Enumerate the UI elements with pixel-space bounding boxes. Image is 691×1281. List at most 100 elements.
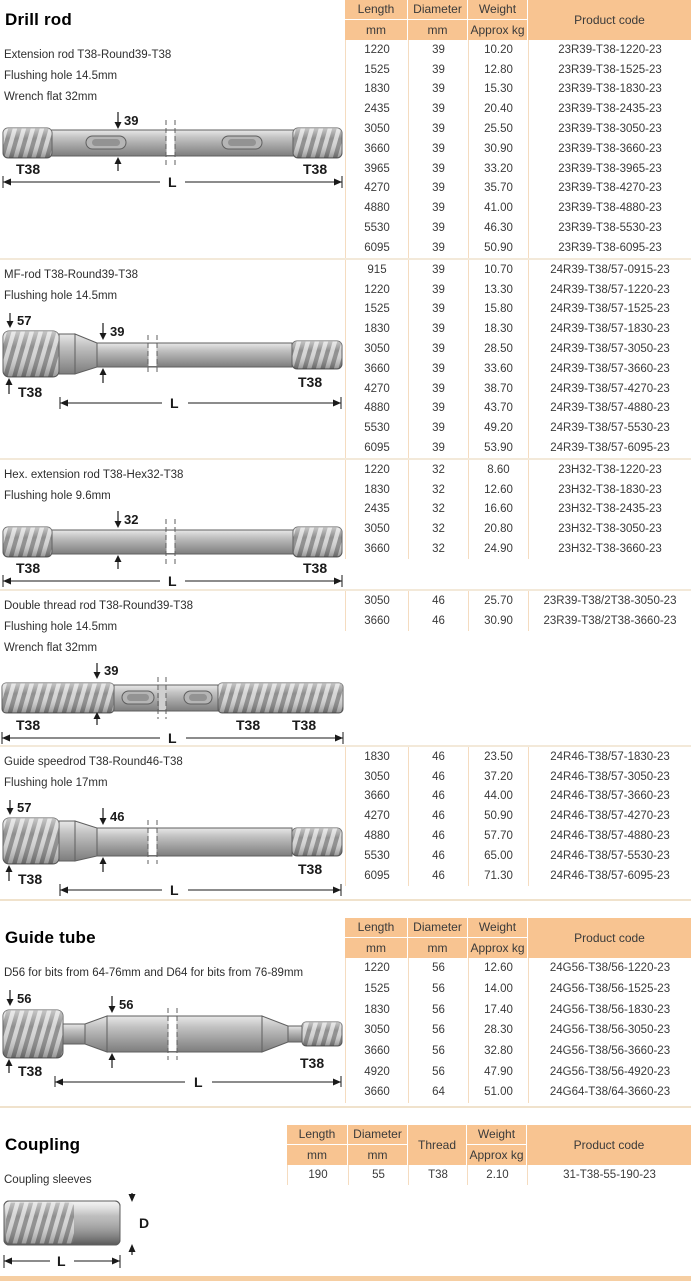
hex-rod-rows: 1220 32 8.60 23H32-T38-1220-23 1830 32 1… <box>345 459 691 589</box>
cell-product-code: 23R39-T38-4270-23 <box>528 178 691 199</box>
section-title: Coupling <box>5 1134 81 1154</box>
column-header-diameter: Diameter mm <box>348 1124 407 1165</box>
mf-rod-info: MF-rod T38-Round39-T38 Flushing hole 14.… <box>0 260 345 458</box>
column-label: Length <box>287 1124 347 1144</box>
cell-product-code: 23R39-T38-3965-23 <box>528 158 691 179</box>
product-description: MF-rod T38-Round39-T38 <box>4 269 139 281</box>
length-dim-label: L <box>168 573 177 589</box>
cell-diameter: 56 <box>408 957 468 979</box>
cell-product-code: 24R39-T38/57-1525-23 <box>528 299 691 320</box>
cell-diameter: 46 <box>408 865 468 886</box>
table-row: 3660 32 24.90 23H32-T38-3660-23 <box>345 539 691 559</box>
column-header-length: Length mm <box>287 1124 347 1165</box>
diameter-dim-label: 46 <box>110 809 124 824</box>
cell-length: 1830 <box>345 999 408 1021</box>
section-divider <box>0 898 691 901</box>
diameter-dim-left: 57 <box>17 800 31 815</box>
cell-diameter: 46 <box>408 826 468 846</box>
double-thread-rod-group: Double thread rod T38-Round39-T38 Flushi… <box>0 588 691 745</box>
cell-weight: 50.90 <box>468 237 528 258</box>
cell-weight: 57.70 <box>468 826 528 846</box>
cell-length: 3660 <box>345 358 408 379</box>
cell-product-code: 24G64-T38/64-3660-23 <box>528 1082 691 1103</box>
cell-weight: 41.00 <box>468 198 528 219</box>
cell-product-code: 24G56-T38/56-4920-23 <box>528 1061 691 1083</box>
column-label: Diameter <box>408 0 467 19</box>
cell-weight: 17.40 <box>468 999 528 1021</box>
guide-speedrod-info: Guide speedrod T38-Round46-T38 Flushing … <box>0 747 345 899</box>
cell-product-code: 23R39-T38-2435-23 <box>528 99 691 120</box>
column-header-weight: Weight Approx kg <box>468 917 527 958</box>
product-description: Coupling sleeves <box>4 1173 92 1186</box>
table-row: 190 55 T38 2.10 31-T38-55-190-23 <box>287 1164 691 1185</box>
cell-product-code: 24R46-T38/57-4880-23 <box>528 826 691 846</box>
cell-product-code: 24G56-T38/56-1220-23 <box>528 957 691 979</box>
cell-weight: 28.50 <box>468 339 528 359</box>
cell-diameter: 39 <box>408 319 468 340</box>
length-dim-label: L <box>168 730 177 745</box>
cell-diameter: 46 <box>408 590 468 611</box>
cell-diameter: 32 <box>408 499 468 520</box>
table-row: 1525 39 12.80 23R39-T38-1525-23 <box>345 59 691 80</box>
cell-product-code: 23H32-T38-1830-23 <box>528 479 691 500</box>
cell-product-code: 23R39-T38/2T38-3050-23 <box>528 590 691 611</box>
coupling-group: Coupling sleeves D L <box>0 1164 691 1273</box>
cell-diameter: 46 <box>408 746 468 767</box>
cell-product-code: 24R46-T38/57-3660-23 <box>528 786 691 807</box>
cell-diameter: 39 <box>408 418 468 439</box>
cell-length: 6095 <box>345 237 408 258</box>
diameter-dim-label: 56 <box>119 997 133 1012</box>
cell-diameter: 39 <box>408 378 468 399</box>
cell-thread: T38 <box>408 1164 467 1185</box>
table-row: 3050 39 28.50 24R39-T38/57-3050-23 <box>345 339 691 359</box>
column-label: Product code <box>527 1124 691 1165</box>
cell-product-code: 24G56-T38/56-1525-23 <box>528 978 691 1000</box>
page-bottom-band <box>0 1275 691 1281</box>
table-row: 3660 39 30.90 23R39-T38-3660-23 <box>345 138 691 159</box>
double-thread-rows: 3050 46 25.70 23R39-T38/2T38-3050-23 366… <box>345 590 691 745</box>
diameter-dim-label: D <box>139 1215 149 1231</box>
cell-diameter: 39 <box>408 198 468 219</box>
cell-weight: 71.30 <box>468 865 528 886</box>
cell-length: 3050 <box>345 1020 408 1041</box>
cell-weight: 49.20 <box>468 418 528 439</box>
mf-rod-rows: 915 39 10.70 24R39-T38/57-0915-23 1220 3… <box>345 260 691 458</box>
thread-label-right: T38 <box>298 374 322 390</box>
table-row: 1220 32 8.60 23H32-T38-1220-23 <box>345 459 691 480</box>
cell-diameter: 39 <box>408 260 468 280</box>
cell-weight: 46.30 <box>468 218 528 238</box>
thread-label-left: T38 <box>18 1063 42 1079</box>
thread-label-right: T38 <box>298 861 322 877</box>
cell-product-code: 23H32-T38-2435-23 <box>528 499 691 520</box>
table-row: 2435 39 20.40 23R39-T38-2435-23 <box>345 99 691 120</box>
cell-diameter: 39 <box>408 218 468 238</box>
thread-label-left: T38 <box>16 717 40 733</box>
coupling-rows: 190 55 T38 2.10 31-T38-55-190-23 <box>287 1164 691 1273</box>
column-header-product-code: Product code <box>527 1124 691 1165</box>
cell-product-code: 24G56-T38/56-3660-23 <box>528 1040 691 1062</box>
cell-diameter: 32 <box>408 459 468 480</box>
table-row: 3660 46 44.00 24R46-T38/57-3660-23 <box>345 786 691 807</box>
cell-product-code: 23R39-T38-1830-23 <box>528 79 691 100</box>
cell-product-code: 24G56-T38/56-3050-23 <box>528 1020 691 1041</box>
section-title: Guide tube <box>5 927 96 947</box>
cell-diameter: 46 <box>408 766 468 787</box>
cell-diameter: 39 <box>408 59 468 80</box>
table-row: 1830 32 12.60 23H32-T38-1830-23 <box>345 479 691 500</box>
cell-length: 1830 <box>345 479 408 500</box>
cell-length: 3050 <box>345 590 408 611</box>
table-row: 1830 46 23.50 24R46-T38/57-1830-23 <box>345 746 691 767</box>
cell-product-code: 23R39-T38-1220-23 <box>528 40 691 60</box>
table-row: 1830 39 18.30 24R39-T38/57-1830-23 <box>345 319 691 340</box>
cell-length: 3660 <box>345 1082 408 1103</box>
cell-diameter: 39 <box>408 237 468 258</box>
extension-rod-group: Extension rod T38-Round39-T38 Flushing h… <box>0 40 691 258</box>
guide-speedrod-group: Guide speedrod T38-Round46-T38 Flushing … <box>0 744 691 899</box>
length-dim-label: L <box>57 1253 66 1269</box>
cell-diameter: 56 <box>408 1061 468 1083</box>
guide-tube-table-header: Guide tube Length mm Diameter mm Weight … <box>0 917 691 958</box>
table-row: 3050 32 20.80 23H32-T38-3050-23 <box>345 519 691 540</box>
column-header-product-code: Product code <box>528 917 691 958</box>
cell-length: 4270 <box>345 178 408 199</box>
diameter-dim-label: 39 <box>104 663 118 678</box>
